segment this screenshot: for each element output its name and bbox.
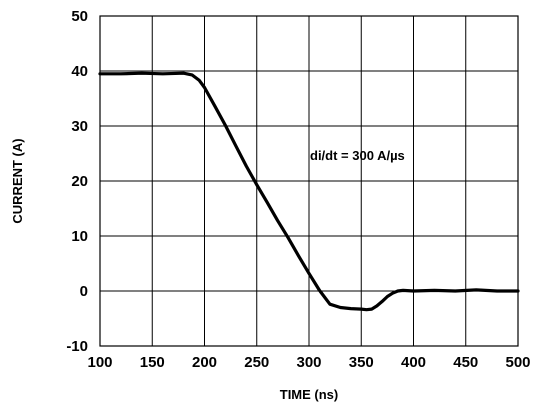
x-tick-label-5: 350 (349, 354, 374, 371)
y-tick-label-4: 30 (71, 118, 88, 135)
y-tick-label-1: 0 (80, 283, 88, 300)
x-tick-label-2: 200 (192, 354, 217, 371)
x-axis-title: TIME (ns) (280, 387, 339, 402)
x-tick-label-8: 500 (505, 354, 530, 371)
x-tick-label-7: 450 (453, 354, 478, 371)
plot-frame (99, 15, 519, 347)
x-tick-label-0: 100 (87, 354, 112, 371)
y-tick-label-2: 10 (71, 228, 88, 245)
y-axis-title: CURRENT (A) (10, 138, 25, 223)
y-tick-label-5: 40 (71, 63, 88, 80)
x-axis-ticks: 100 150 200 250 300 350 400 450 500 (87, 354, 530, 371)
grid (99, 15, 519, 347)
y-tick-label-3: 20 (71, 173, 88, 190)
x-tick-label-1: 150 (140, 354, 165, 371)
annotation-didt: di/dt = 300 A/µs (310, 148, 405, 163)
series-line-current (98, 71, 520, 312)
x-tick-label-3: 250 (244, 354, 269, 371)
y-tick-label-0: -10 (66, 338, 88, 355)
x-tick-label-4: 300 (296, 354, 321, 371)
x-tick-label-6: 400 (401, 354, 426, 371)
y-tick-label-6: 50 (71, 8, 88, 25)
y-axis-ticks: -10 0 10 20 30 40 50 (66, 8, 88, 355)
